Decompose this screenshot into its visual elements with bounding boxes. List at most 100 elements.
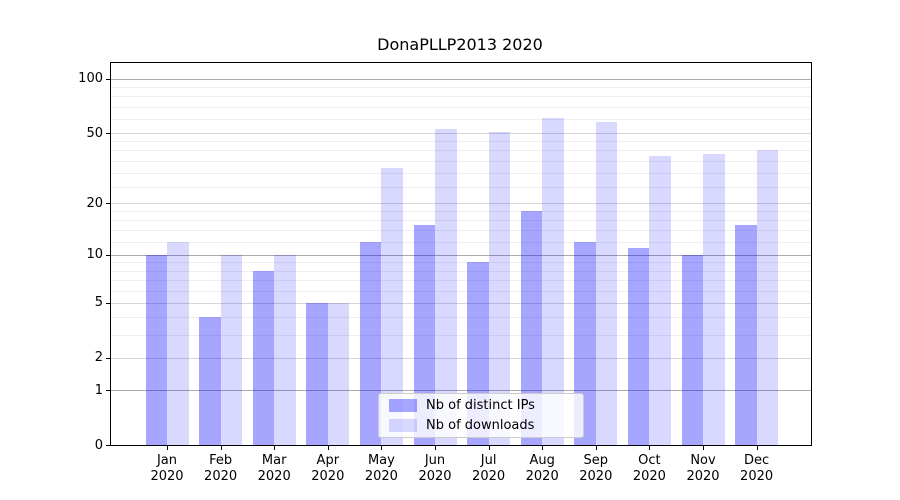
y-tick [106,390,110,391]
x-tick-label-month: Oct [638,453,661,468]
x-tick-label-year: 2020 [311,469,345,484]
y-tick-label: 100 [78,71,103,87]
x-tick-label-year: 2020 [579,469,613,484]
y-tick-label: 0 [94,437,103,453]
bar-downloads-sep [595,121,618,445]
bar-downloads-feb [220,254,243,445]
chart-title: DonaPLLP2013 2020 [377,35,543,54]
y-tick [106,203,110,205]
gridline-minor [111,106,811,108]
gridline-minor [111,87,811,89]
legend-item-distinct-ips: Nb of distinct IPs [389,398,583,413]
legend-label-distinct-ips: Nb of distinct IPs [426,398,535,414]
gridline-minor [111,211,811,213]
x-tick-label-month: Jul [480,453,497,468]
x-tick [274,445,276,450]
gridline-minor [111,290,811,292]
x-tick-label-month: Apr [316,453,340,468]
x-tick-label: Aug 2020 [526,453,559,485]
gridline-minor [111,150,811,152]
bar-downloads-jan [167,241,189,445]
x-tick [167,445,168,450]
y-tick-label: 5 [94,295,103,311]
x-tick-label: Sep 2020 [579,453,612,485]
bar-distinct-ips-oct [627,247,650,445]
gridline-minor [111,317,811,319]
legend: Nb of distinct IPs Nb of downloads [378,393,584,438]
legend-item-downloads: Nb of downloads [389,418,583,433]
bar-downloads-jun [435,128,457,445]
x-tick [703,445,704,450]
gridline-minor [111,241,811,243]
x-tick [435,445,436,450]
gridline-major [111,357,811,359]
bar-downloads-apr [327,302,350,445]
gridline-major [111,133,811,134]
gridline-major [111,203,811,205]
x-tick-label-year: 2020 [740,469,774,484]
x-tick-label: Feb 2020 [204,453,237,485]
gridline-minor [111,220,811,222]
gridline-major [111,78,811,80]
x-tick-label: Nov 2020 [686,453,719,485]
x-tick-label-year: 2020 [150,469,184,484]
x-tick-label-month: Dec [744,453,770,468]
x-tick-label-year: 2020 [632,469,666,484]
bar-downloads-nov [703,154,725,445]
legend-swatch-downloads [389,418,417,432]
bar-downloads-oct [649,156,671,445]
x-tick-label: Jun 2020 [418,453,451,485]
legend-label-downloads: Nb of downloads [426,417,535,433]
bar-distinct-ips-dec [735,225,757,445]
x-tick-label-year: 2020 [525,469,559,484]
gridline-minor [111,160,811,162]
x-tick-label-year: 2020 [364,469,398,484]
bar-distinct-ips-mar [252,270,275,445]
y-tick [106,357,110,359]
x-tick [381,445,383,450]
x-tick-label-year: 2020 [472,469,506,484]
x-tick [756,445,758,450]
x-tick-label: Jan 2020 [150,453,183,485]
gridline-major [111,254,811,256]
y-tick-label: 2 [94,350,103,366]
bar-distinct-ips-aug [520,211,543,445]
x-tick-label: Mar 2020 [258,453,291,485]
x-tick-label-month: Mar [261,453,287,468]
x-tick-label-year: 2020 [686,469,720,484]
gridline-minor [111,262,811,264]
x-tick-label-year: 2020 [418,469,452,484]
bar-distinct-ips-may [359,241,382,445]
gridline-minor [111,141,811,143]
x-tick-label: Apr 2020 [311,453,344,485]
x-tick [488,445,490,450]
x-tick-label-month: Aug [529,453,555,468]
bar-distinct-ips-nov [681,254,703,445]
gridline-minor [111,186,811,188]
gridline-minor [111,172,811,174]
x-tick-label: Dec 2020 [740,453,773,485]
y-tick [106,445,110,446]
x-tick-label-month: Jan [156,453,178,468]
x-tick-label-month: Sep [583,453,609,468]
y-tick-label: 50 [86,125,103,141]
bar-downloads-may [381,167,403,445]
x-tick [327,445,329,450]
bar-distinct-ips-jun [413,225,435,445]
y-tick-label: 20 [86,195,103,211]
x-tick-label-year: 2020 [257,469,291,484]
y-tick [106,133,110,134]
x-tick-label-month: Nov [690,453,716,468]
gridline-minor [111,96,811,98]
gridline-major [111,390,811,391]
x-tick-label-month: Jun [424,453,446,468]
bar-distinct-ips-jan [145,254,167,445]
x-tick-label: Jul 2020 [472,453,505,485]
legend-swatch-distinct-ips [389,399,417,413]
x-tick-label: May 2020 [365,453,398,485]
bar-downloads-mar [274,254,296,445]
x-tick-label-year: 2020 [204,469,238,484]
x-tick [220,445,222,450]
x-tick [542,445,544,450]
x-tick [595,445,597,450]
